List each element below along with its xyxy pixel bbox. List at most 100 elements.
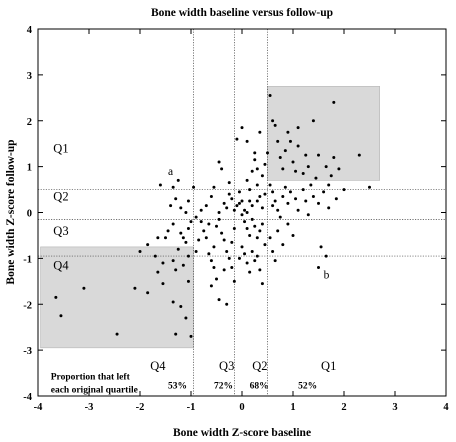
data-point-68	[227, 192, 231, 196]
data-point-158	[327, 206, 331, 210]
data-point-152	[301, 188, 305, 192]
data-point-29	[184, 240, 188, 244]
data-point-177	[207, 222, 211, 226]
data-point-70	[232, 208, 236, 212]
data-point-125	[294, 169, 298, 173]
row-quartile-label: Q4	[53, 258, 69, 272]
data-point-26	[171, 222, 175, 226]
data-point-55	[209, 284, 213, 288]
x-tick-label: 4	[443, 402, 449, 413]
data-point-165	[286, 222, 290, 226]
point-annotation: a	[168, 166, 173, 178]
data-point-24	[164, 236, 167, 240]
data-point-99	[260, 222, 264, 226]
x-tick-label: -4	[34, 402, 43, 413]
data-point-21	[138, 249, 142, 253]
data-point-173	[197, 238, 201, 242]
data-point-25	[166, 229, 170, 233]
proportion-value: 53%	[168, 382, 187, 392]
column-quartile-label: Q1	[321, 359, 336, 373]
data-point-101	[240, 245, 244, 249]
data-point-31	[189, 220, 193, 224]
data-point-147	[283, 185, 287, 189]
data-point-148	[286, 201, 290, 205]
data-point-3	[82, 286, 86, 290]
data-point-169	[324, 254, 328, 258]
proportion-value: 68%	[250, 382, 269, 392]
data-point-167	[319, 245, 323, 249]
data-point-116	[268, 94, 272, 98]
data-point-74	[243, 208, 247, 212]
y-tick-label: 0	[27, 209, 32, 220]
data-point-151	[296, 208, 300, 212]
data-point-150	[294, 197, 298, 201]
data-point-175	[266, 151, 269, 155]
data-point-90	[258, 130, 262, 134]
y-tick-label: 1	[27, 163, 32, 174]
data-point-105	[253, 259, 257, 263]
proportion-value: 52%	[298, 382, 317, 392]
data-point-129	[306, 165, 310, 169]
row-quartile-label: Q1	[53, 141, 68, 155]
row-quartile-label: Q2	[53, 189, 68, 203]
data-point-20	[176, 247, 180, 251]
y-axis-label: Bone width Z-score follow-up	[5, 139, 17, 284]
data-point-128	[304, 153, 308, 157]
data-point-180	[327, 183, 331, 187]
data-point-179	[288, 139, 292, 143]
shaded-region-1	[40, 246, 194, 349]
data-point-48	[220, 231, 224, 235]
data-point-159	[334, 197, 338, 201]
data-point-69	[230, 197, 234, 201]
data-point-153	[304, 199, 308, 203]
data-point-36	[179, 206, 183, 210]
column-quartile-label: Q4	[150, 359, 166, 373]
data-point-78	[235, 137, 239, 141]
data-point-82	[250, 169, 254, 173]
data-point-145	[278, 215, 282, 219]
data-point-57	[225, 302, 229, 306]
data-point-162	[271, 249, 275, 253]
data-point-174	[227, 181, 231, 185]
data-point-100	[263, 243, 267, 247]
data-point-111	[250, 204, 254, 208]
data-point-75	[217, 160, 221, 164]
data-point-34	[176, 178, 180, 182]
data-point-120	[278, 155, 282, 159]
data-point-102	[243, 252, 247, 256]
x-tick-label: 3	[392, 402, 397, 413]
data-point-7	[161, 261, 165, 265]
data-point-17	[186, 279, 190, 283]
data-point-149	[288, 190, 292, 194]
x-tick-label: 1	[290, 402, 295, 413]
data-point-164	[281, 243, 285, 247]
data-point-87	[263, 162, 267, 166]
data-point-104	[248, 270, 252, 274]
proportion-value: 72%	[214, 382, 233, 392]
data-point-126	[296, 144, 300, 148]
data-point-89	[253, 151, 257, 155]
data-point-50	[225, 249, 229, 253]
data-point-118	[273, 123, 277, 127]
data-point-109	[237, 256, 241, 260]
data-point-63	[209, 194, 213, 198]
data-point-81	[248, 188, 252, 192]
data-point-67	[225, 206, 229, 210]
data-point-72	[237, 190, 241, 194]
quartile-cutoff-lines	[38, 29, 446, 396]
data-point-113	[260, 206, 264, 210]
data-point-16	[189, 334, 193, 338]
column-quartile-label: Q2	[252, 359, 267, 373]
data-point-54	[215, 277, 218, 281]
data-point-130	[314, 176, 318, 180]
data-point-103	[245, 261, 249, 265]
data-point-115	[248, 199, 252, 203]
quadrant-labels: Q1 Q2 Q3 Q4 Q4 Q3 Q2 Q1 Proportion that left each…	[51, 141, 337, 395]
data-points	[54, 94, 371, 338]
data-point-56	[217, 298, 221, 302]
data-point-43	[207, 252, 211, 256]
data-point-122	[283, 149, 287, 153]
data-point-83	[253, 158, 257, 162]
proportion-note-line: each original quartile	[51, 385, 138, 395]
data-point-178	[255, 167, 259, 171]
